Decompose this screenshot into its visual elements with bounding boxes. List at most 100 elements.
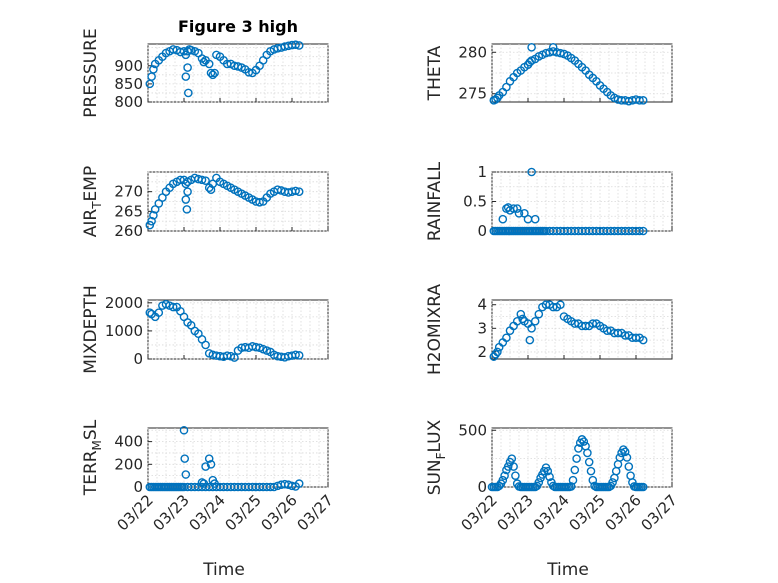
x-tick-label: 03/25 [222, 491, 265, 534]
data-point [183, 63, 192, 72]
data-point [491, 349, 500, 359]
x-tick-label: 03/24 [186, 491, 229, 534]
data-point [149, 65, 158, 74]
subplot-2: 275 280 THETA [425, 43, 673, 106]
y-axis-label: PRESSURE [81, 28, 101, 117]
chart-title: Figure 3 high [178, 17, 298, 36]
data-point [206, 460, 216, 469]
data-point [635, 96, 644, 105]
x-tick-label: 03/23 [150, 491, 193, 534]
data-point [516, 309, 526, 319]
data-point [507, 454, 517, 463]
data-point [168, 302, 178, 312]
y-axis-label: H2OMIXRA [425, 284, 445, 375]
data-point [197, 478, 207, 487]
data-point [184, 88, 193, 98]
data-point [230, 353, 239, 362]
y-tick-label: 3 [477, 319, 487, 337]
data-point [509, 462, 518, 471]
data-point [204, 454, 214, 463]
data-point [530, 316, 540, 326]
data-point [502, 333, 511, 343]
data-point [638, 335, 648, 345]
data-point [199, 479, 209, 488]
y-tick-label: 2 [477, 343, 487, 361]
data-point [181, 470, 191, 479]
data-point [145, 308, 155, 317]
data-point [525, 335, 535, 345]
data-point [498, 475, 508, 485]
data-point [586, 466, 596, 476]
x-axis-label: Time [546, 560, 589, 580]
y-tick-label: 260 [114, 222, 143, 240]
data-point [568, 475, 578, 485]
data-point [500, 471, 509, 480]
data-point [613, 328, 623, 338]
data-point [179, 425, 189, 435]
data-point [584, 457, 594, 467]
data-point [545, 472, 554, 482]
y-axis-label-sub: M [90, 440, 104, 450]
data-point [619, 445, 628, 454]
data-point [201, 176, 210, 185]
data-point [631, 333, 641, 343]
y-axis-label-main: TERR [81, 450, 101, 496]
x-tick-label: 03/27 [638, 491, 681, 534]
data-point [201, 340, 210, 350]
y-tick-label: 2000 [105, 294, 143, 312]
data-point [197, 175, 207, 185]
x-tick-label: 03/27 [294, 491, 337, 534]
data-point [620, 447, 630, 457]
data-point [620, 331, 630, 340]
data-point [493, 347, 502, 357]
data-point [548, 302, 558, 312]
y-axis-label: THETA [425, 45, 445, 101]
x-axis-label: Time [202, 560, 245, 580]
data-point [291, 186, 300, 196]
data-point [572, 454, 581, 463]
data-point [291, 350, 300, 360]
data-point [541, 300, 551, 310]
data-point [556, 48, 565, 58]
y-axis-label-sub: F [434, 452, 448, 459]
data-point [624, 462, 634, 471]
data-point [543, 466, 553, 476]
y-tick-label: 400 [114, 433, 143, 451]
y-tick-label: 1 [477, 163, 487, 181]
data-point [294, 187, 304, 196]
y-tick-label: 270 [114, 183, 143, 201]
y-tick-label: 500 [458, 421, 487, 439]
y-tick-label: 1000 [105, 322, 143, 340]
data-point [154, 308, 164, 317]
data-point [208, 70, 218, 80]
y-axis-label-main: SUN [425, 459, 445, 495]
y-axis-label-rest: EMP [81, 166, 101, 202]
y-tick-label: 0 [477, 222, 487, 240]
data-point [581, 321, 590, 331]
y-axis-label-rest: LUX [425, 419, 445, 452]
data-point [511, 471, 520, 480]
data-point [294, 479, 304, 488]
data-point [255, 197, 264, 207]
data-point [527, 167, 536, 177]
y-tick-label: 0 [133, 350, 143, 368]
data-point [588, 475, 598, 485]
data-point [206, 68, 216, 78]
y-tick-label: 850 [114, 75, 143, 93]
data-point [503, 462, 513, 471]
y-axis-label: MIXDEPTH [81, 285, 101, 374]
data-point [201, 462, 210, 471]
x-tick-label: 03/26 [602, 491, 645, 534]
y-tick-label: 4 [477, 296, 487, 314]
data-point [534, 478, 544, 487]
x-tick-label: 03/22 [458, 491, 501, 534]
data-point [509, 204, 518, 213]
data-point [498, 214, 508, 224]
data-point [147, 216, 156, 226]
data-point [514, 208, 524, 218]
data-point [556, 300, 565, 310]
data-point [638, 482, 648, 492]
data-point [294, 41, 304, 50]
